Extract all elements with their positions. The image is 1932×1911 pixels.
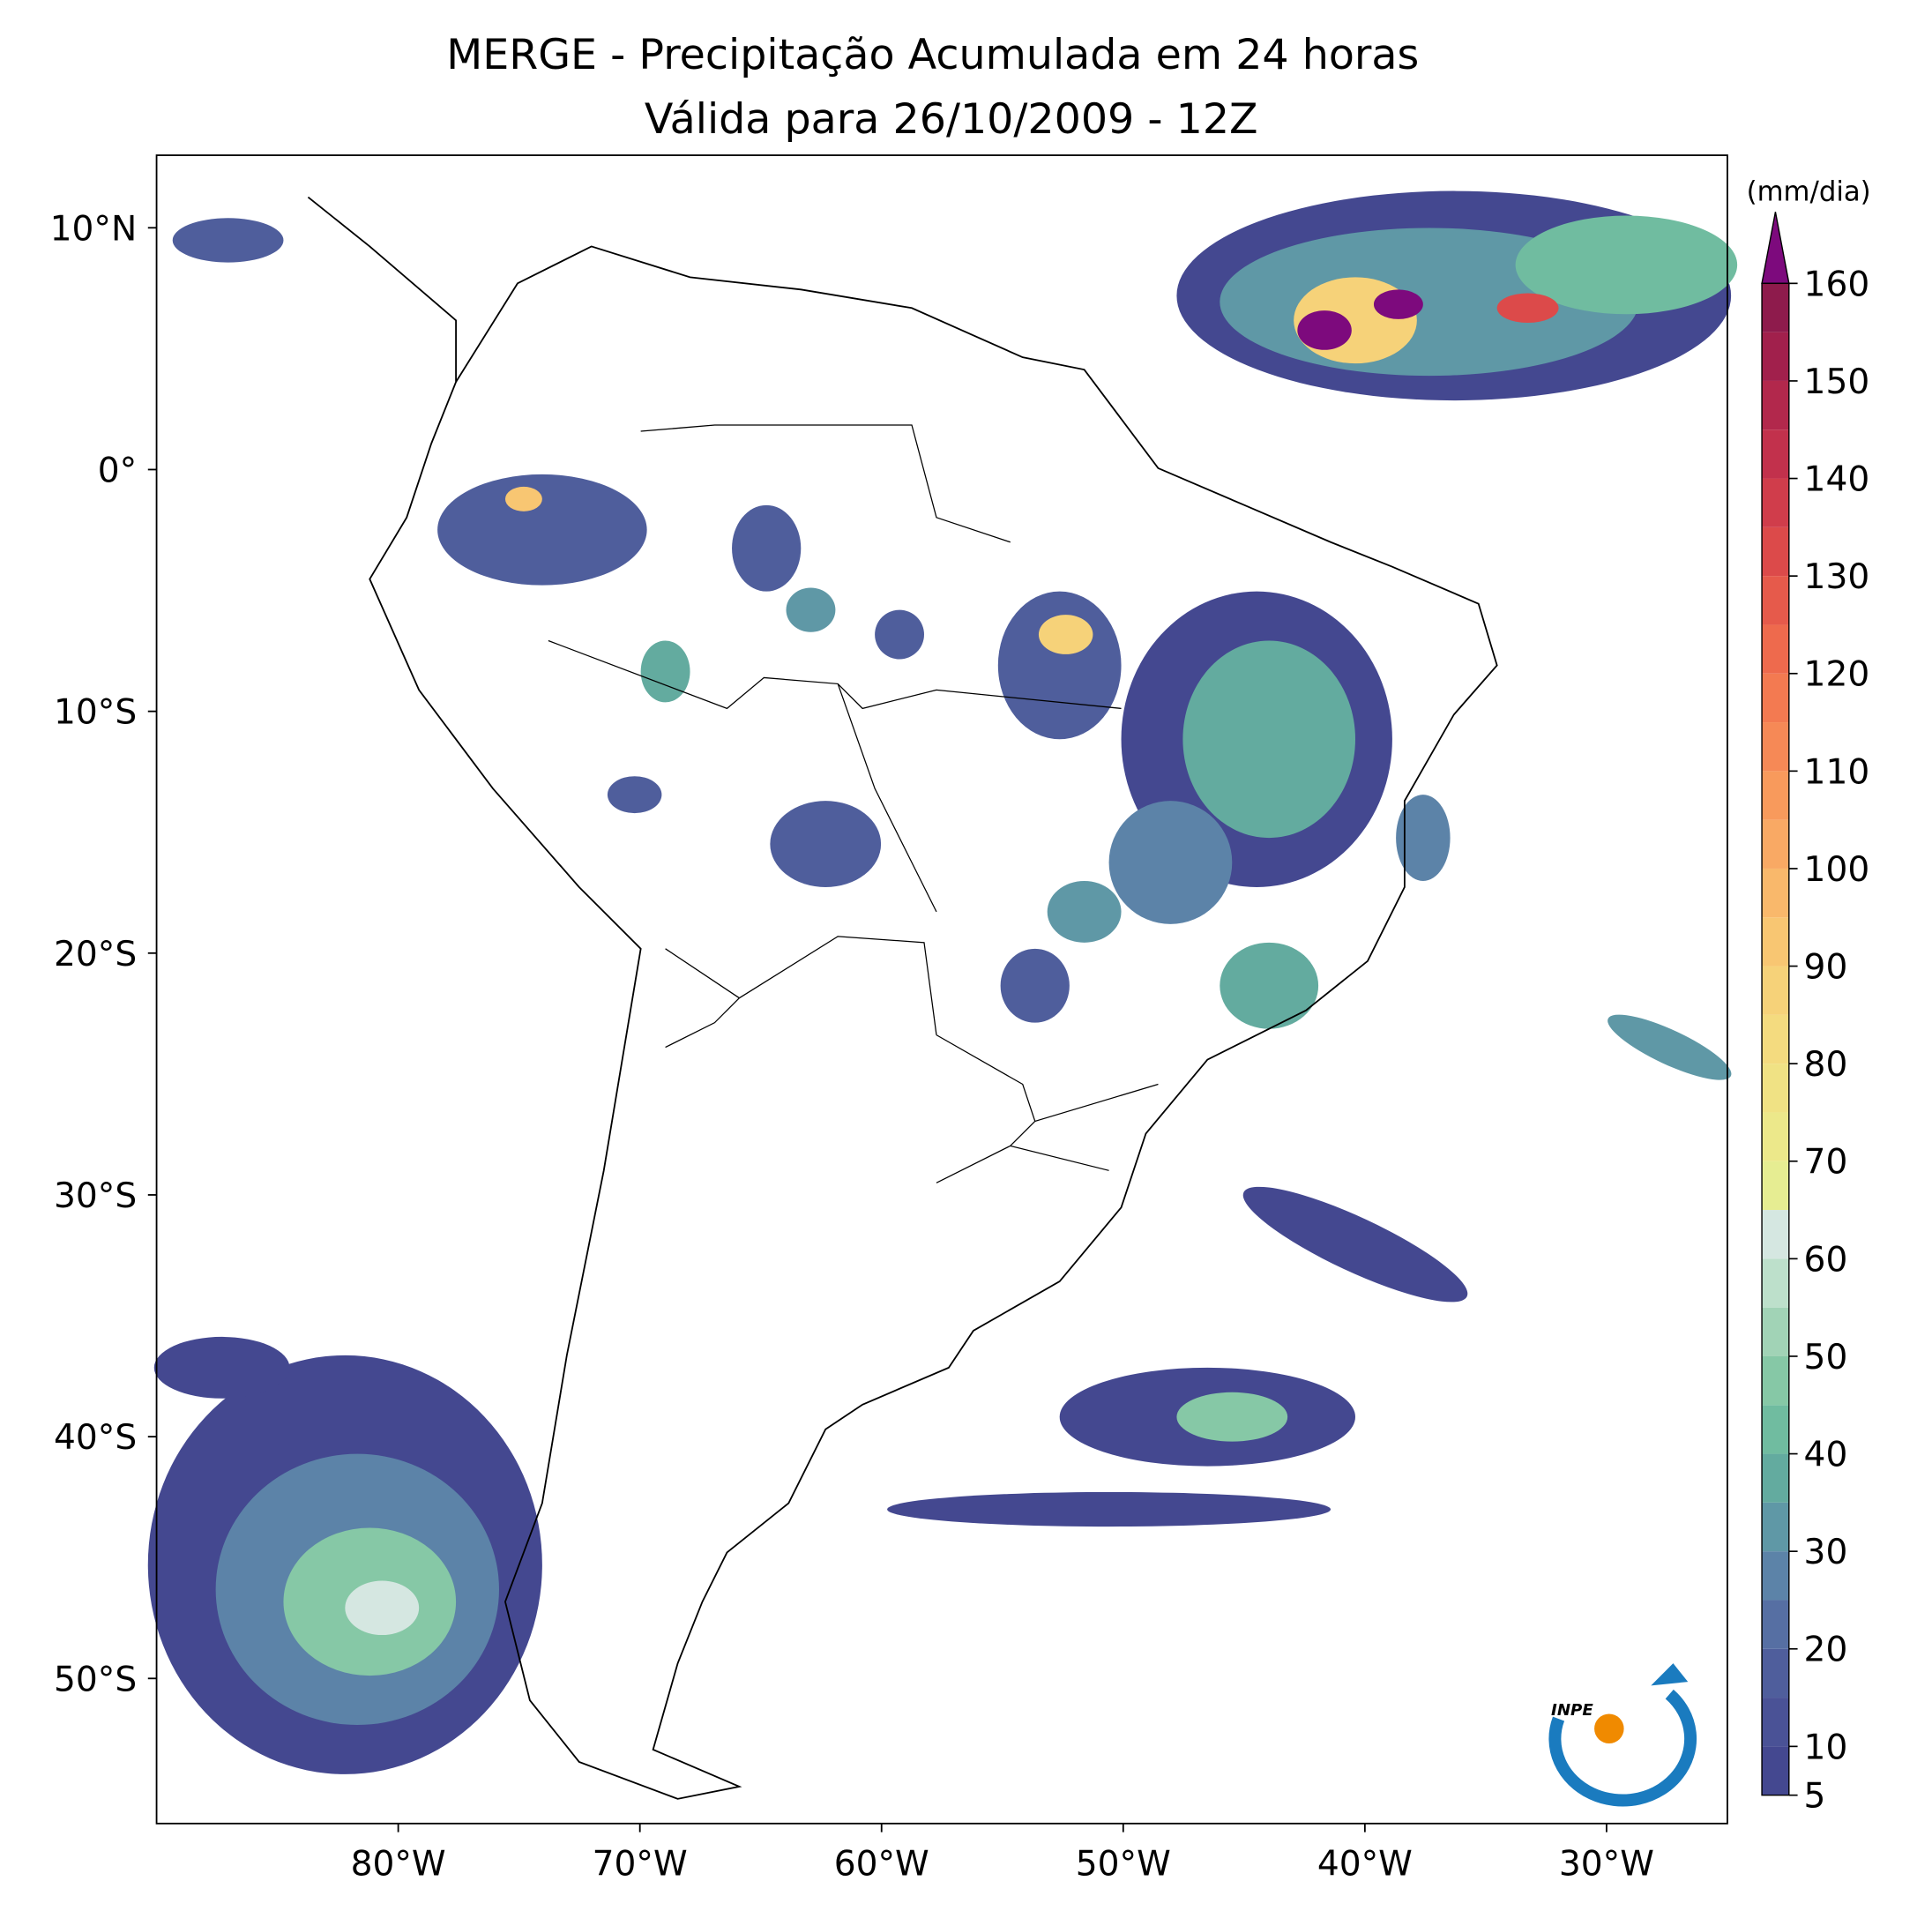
colorbar-band	[1762, 283, 1789, 332]
colorbar-tick-label: 80	[1804, 1045, 1848, 1085]
colorbar-band	[1762, 819, 1789, 869]
colorbar-tick-label: 120	[1804, 655, 1870, 695]
lon-tick-label: 30°W	[1559, 1844, 1654, 1884]
lon-tick-label: 70°W	[593, 1844, 688, 1884]
map-frame	[155, 154, 1728, 1825]
colorbar-tick-label: 10	[1804, 1728, 1848, 1767]
colorbar-tick-label: 160	[1804, 265, 1870, 304]
colorbar-band	[1762, 1648, 1789, 1698]
colorbar-band	[1762, 673, 1789, 723]
lat-tick-label: 40°S	[54, 1418, 137, 1458]
lon-tick-label: 40°W	[1317, 1844, 1413, 1884]
colorbar-band	[1762, 1258, 1789, 1308]
subtitle: Válida para 26/10/2009 - 12Z	[645, 95, 1258, 144]
colorbar-band	[1762, 1453, 1789, 1503]
logo-swoosh	[1548, 1689, 1697, 1807]
colorbar-tick-label: 40	[1804, 1436, 1848, 1475]
colorbar-band	[1762, 966, 1789, 1015]
colorbar-band	[1762, 1161, 1789, 1211]
colorbar-label: (mm/dia)	[1747, 176, 1871, 208]
colorbar-band	[1762, 868, 1789, 918]
colorbar-band	[1762, 1502, 1789, 1552]
colorbar-band	[1762, 1698, 1789, 1747]
logo-text: INPE	[1551, 1701, 1593, 1720]
colorbar-band	[1762, 1210, 1789, 1259]
colorbar-extend	[1761, 212, 1790, 285]
inpe-logo: INPE	[1548, 1663, 1697, 1807]
colorbar-tick-label: 150	[1804, 362, 1870, 402]
colorbar-band	[1762, 771, 1789, 820]
lon-tick-label: 80°W	[351, 1844, 446, 1884]
colorbar-band	[1762, 624, 1789, 674]
logo-dot	[1594, 1713, 1624, 1743]
colorbar-tick-label: 110	[1804, 752, 1870, 792]
lat-tick-label: 20°S	[54, 935, 137, 974]
colorbar-tick-label: 100	[1804, 850, 1870, 890]
colorbar-band	[1762, 332, 1789, 381]
colorbar-tick-label: 130	[1804, 557, 1870, 597]
country-borders	[548, 424, 1159, 1183]
precip-field	[147, 190, 1738, 1774]
colorbar-band	[1762, 1064, 1789, 1113]
colorbar-tick-label: 60	[1804, 1240, 1848, 1280]
lat-tick-label: 10°N	[50, 209, 138, 249]
colorbar-band	[1762, 1600, 1789, 1649]
coastline	[307, 196, 1498, 1800]
colorbar-tick-label: 140	[1804, 460, 1870, 500]
map-area	[147, 190, 1738, 1800]
logo-arrow	[1651, 1663, 1689, 1686]
colorbar-band	[1762, 1405, 1789, 1454]
colorbar-band	[1762, 1746, 1789, 1795]
colorbar-band	[1762, 1014, 1789, 1064]
colorbar-band	[1762, 1355, 1789, 1406]
lon-tick-label: 60°W	[834, 1844, 929, 1884]
colorbar-band	[1762, 380, 1789, 430]
colorbar-band	[1762, 526, 1789, 577]
colorbar-band	[1762, 1307, 1789, 1356]
lat-tick-label: 30°S	[54, 1176, 137, 1216]
colorbar-band	[1762, 722, 1789, 772]
colorbar-tick-label: 50	[1804, 1338, 1848, 1377]
lon-tick-label: 50°W	[1076, 1844, 1171, 1884]
colorbar-band	[1762, 429, 1789, 479]
colorbar-band	[1762, 1112, 1789, 1161]
lat-tick-label: 50°S	[54, 1660, 137, 1699]
title: MERGE - Precipitação Acumulada em 24 hor…	[446, 31, 1419, 79]
colorbar-band	[1762, 917, 1789, 967]
colorbar-tick-label: 90	[1804, 948, 1848, 988]
colorbar-tick-label: 70	[1804, 1143, 1848, 1183]
colorbar-band	[1762, 1551, 1789, 1601]
colorbar-frame	[1761, 282, 1790, 1796]
colorbar-band	[1762, 478, 1789, 527]
lat-tick-label: 0°	[98, 451, 137, 490]
colorbar-band	[1762, 576, 1789, 625]
colorbar-tick-label: 20	[1804, 1631, 1848, 1670]
lat-tick-label: 10°S	[54, 693, 137, 733]
colorbar-tick-label: 30	[1804, 1533, 1848, 1572]
colorbar-tick-label: 5	[1804, 1777, 1826, 1817]
